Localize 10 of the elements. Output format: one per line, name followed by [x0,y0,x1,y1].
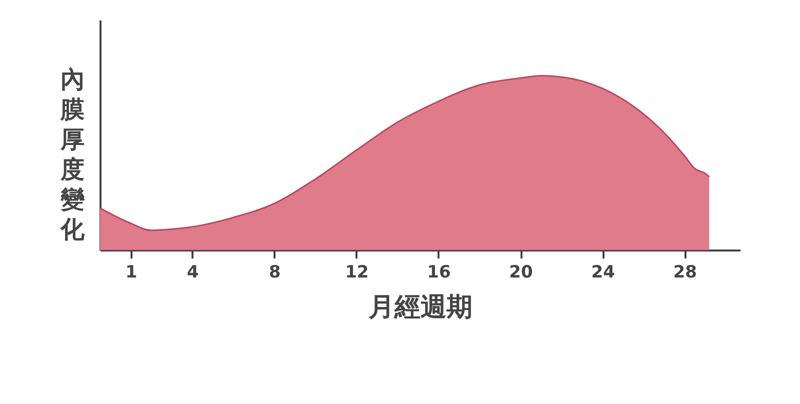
x-axis-title: 月經週期 [368,292,472,322]
x-tick-label: 8 [268,262,281,282]
y-axis-title: 內膜厚度變化 [60,66,86,244]
x-tick-label: 12 [345,262,369,282]
x-tick-label: 16 [427,262,451,282]
x-tick-label: 4 [186,262,199,282]
x-tick-label: 20 [509,262,534,282]
x-tick-label: 1 [125,262,138,282]
x-tick-label: 24 [591,262,616,282]
x-tick-label: 28 [673,262,697,282]
